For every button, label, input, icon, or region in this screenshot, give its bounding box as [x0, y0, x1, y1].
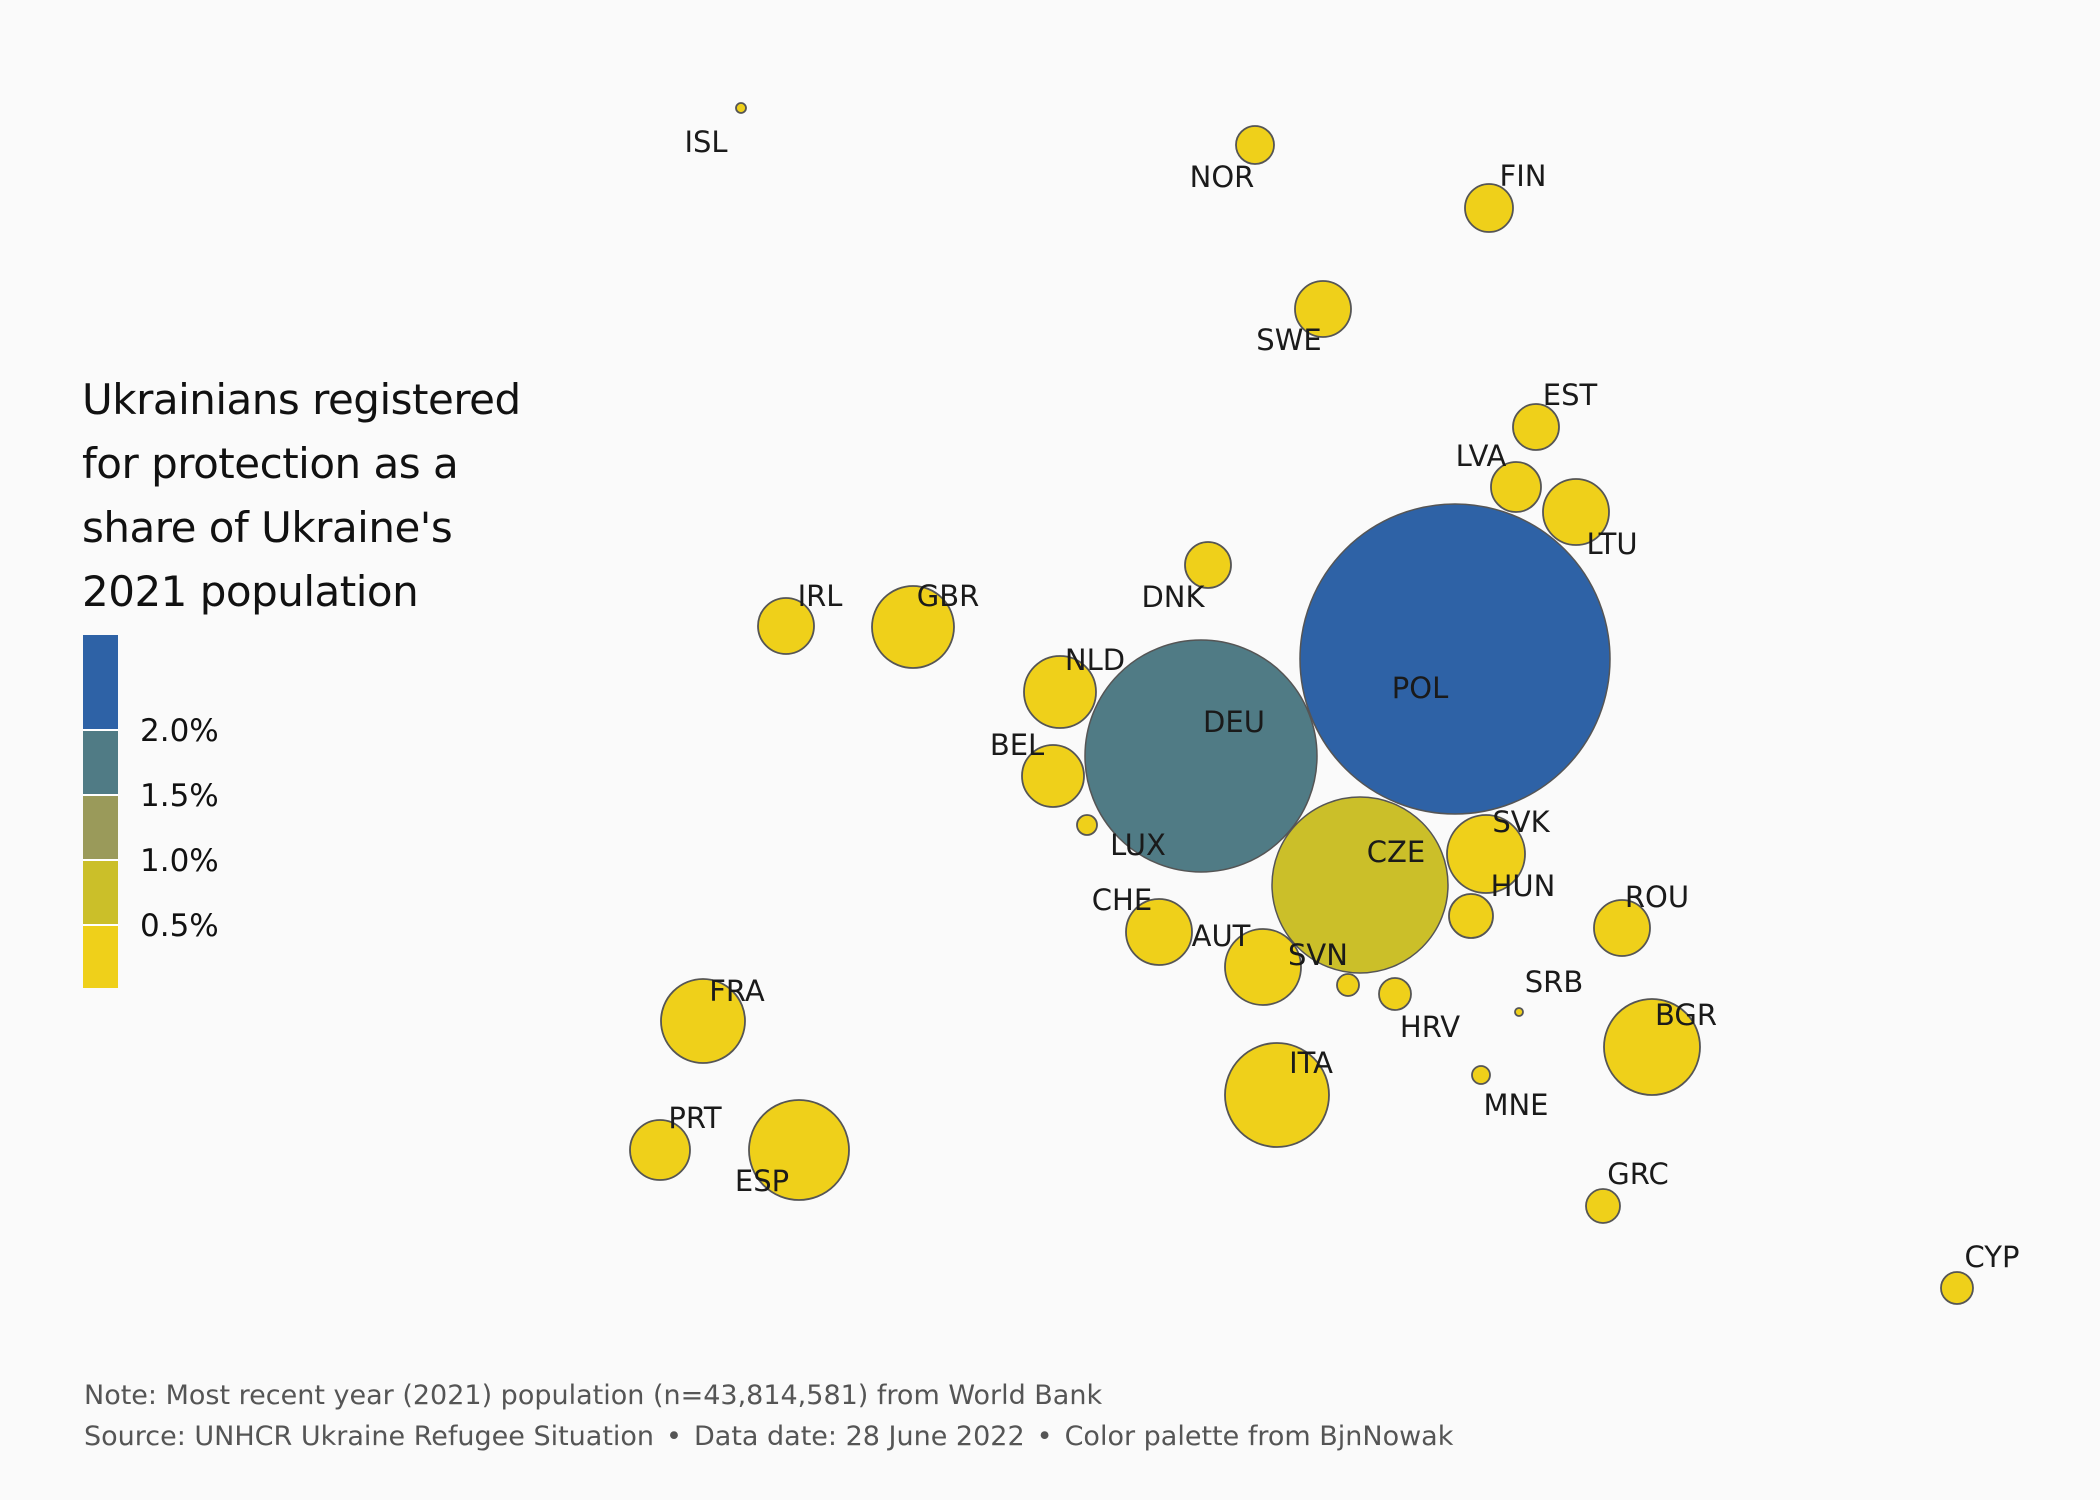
legend-tick-labels: 2.0% 1.5% 1.0% 0.5%	[140, 713, 219, 944]
legend-tick-label: 2.0%	[140, 713, 219, 749]
bubble-ita	[1224, 1042, 1330, 1148]
bubble-cze	[1271, 796, 1449, 974]
bubble-pol	[1299, 503, 1611, 815]
country-label-hun: HUN	[1491, 869, 1556, 903]
footer-source: Source: UNHCR Ukraine Refugee Situation •…	[84, 1421, 1453, 1452]
country-label-bel: BEL	[990, 728, 1044, 762]
bubble-bgr	[1603, 998, 1701, 1096]
country-label-irl: IRL	[798, 579, 843, 613]
bubble-cyp	[1940, 1271, 1974, 1305]
country-label-ltu: LTU	[1586, 527, 1637, 561]
legend-color-swatch	[83, 925, 118, 988]
legend-tick-label: 1.5%	[140, 778, 219, 814]
bubble-esp	[748, 1099, 850, 1201]
separator-dot: •	[1036, 1421, 1053, 1452]
bubble-lva	[1490, 461, 1542, 513]
bubble-srb	[1514, 1007, 1524, 1017]
bubble-svk	[1446, 814, 1526, 894]
country-label-est: EST	[1543, 378, 1598, 412]
legend-title: Ukrainians registered for protection as …	[82, 368, 582, 624]
country-label-swe: SWE	[1256, 323, 1321, 357]
country-label-deu: DEU	[1203, 705, 1265, 739]
country-label-rou: ROU	[1625, 880, 1689, 914]
bubble-gbr	[871, 585, 955, 669]
legend-color-swatch	[83, 860, 118, 925]
bubble-nor	[1235, 125, 1275, 165]
bubble-mne	[1471, 1065, 1491, 1085]
footer-note: Note: Most recent year (2021) population…	[84, 1380, 1103, 1411]
country-label-cze: CZE	[1367, 835, 1425, 869]
bubble-fin	[1464, 183, 1514, 233]
source-text: Source: UNHCR Ukraine Refugee Situation	[84, 1421, 655, 1452]
legend-color-swatch	[83, 730, 118, 795]
bubble-grc	[1585, 1188, 1621, 1224]
legend-title-line: Ukrainians registered	[82, 375, 521, 424]
country-label-lva: LVA	[1456, 439, 1507, 473]
legend-tick-label: 0.5%	[140, 908, 219, 944]
country-label-esp: ESP	[735, 1164, 789, 1198]
country-label-srb: SRB	[1525, 965, 1583, 999]
country-labels-layer: ISL NOR FIN SWE EST LVA LTU DNK IRL GBR NLD BEL LUX D…	[668, 125, 2019, 1274]
country-label-cyp: CYP	[1965, 1240, 2020, 1274]
legend-color-swatch	[83, 635, 118, 730]
separator-dot: •	[666, 1421, 682, 1452]
bubble-fra	[660, 978, 746, 1064]
country-label-prt: PRT	[668, 1101, 722, 1135]
country-label-fin: FIN	[1500, 159, 1547, 193]
country-label-grc: GRC	[1607, 1157, 1668, 1191]
bubble-lux	[1076, 814, 1098, 836]
country-label-svn: SVN	[1288, 938, 1348, 972]
country-label-mne: MNE	[1483, 1088, 1548, 1122]
country-label-nor: NOR	[1190, 160, 1255, 194]
bubble-dnk	[1184, 541, 1232, 589]
bubble-che	[1125, 898, 1193, 966]
legend-title-line: share of Ukraine's	[82, 503, 453, 552]
country-label-isl: ISL	[684, 125, 727, 159]
country-label-aut: AUT	[1192, 919, 1251, 953]
country-label-che: CHE	[1092, 883, 1152, 917]
legend-color-bar	[83, 635, 118, 988]
legend-title-line: for protection as a	[82, 439, 459, 488]
bubble-hrv	[1378, 977, 1412, 1011]
country-label-nld: NLD	[1065, 643, 1125, 677]
country-label-svk: SVK	[1492, 805, 1550, 839]
bubble-aut	[1224, 928, 1302, 1006]
country-label-dnk: DNK	[1141, 580, 1205, 614]
bubble-hun	[1448, 893, 1494, 939]
bubble-swe	[1294, 280, 1352, 338]
palette-credit-text: Color palette from BjnNowak	[1064, 1421, 1454, 1452]
bubble-rou	[1593, 899, 1651, 957]
country-label-ita: ITA	[1289, 1046, 1333, 1080]
bubble-est	[1512, 403, 1560, 451]
data-date-text: Data date: 28 June 2022	[693, 1421, 1025, 1452]
bubbles-layer	[629, 102, 1974, 1305]
country-label-bgr: BGR	[1655, 998, 1717, 1032]
country-label-lux: LUX	[1110, 828, 1166, 862]
country-label-gbr: GBR	[917, 579, 980, 613]
country-label-fra: FRA	[709, 974, 765, 1008]
bubble-ltu	[1542, 478, 1610, 546]
legend-title-line: 2021 population	[82, 567, 419, 616]
legend-tick-label: 1.0%	[140, 843, 219, 879]
bubble-svn	[1336, 973, 1360, 997]
bubble-deu	[1084, 639, 1318, 873]
bubble-bel	[1021, 744, 1085, 808]
bubble-irl	[757, 597, 815, 655]
bubble-isl	[735, 102, 747, 114]
legend-color-swatch	[83, 795, 118, 860]
country-label-pol: POL	[1392, 671, 1448, 705]
country-label-hrv: HRV	[1400, 1010, 1460, 1044]
bubble-prt	[629, 1119, 691, 1181]
bubble-nld	[1023, 655, 1097, 729]
